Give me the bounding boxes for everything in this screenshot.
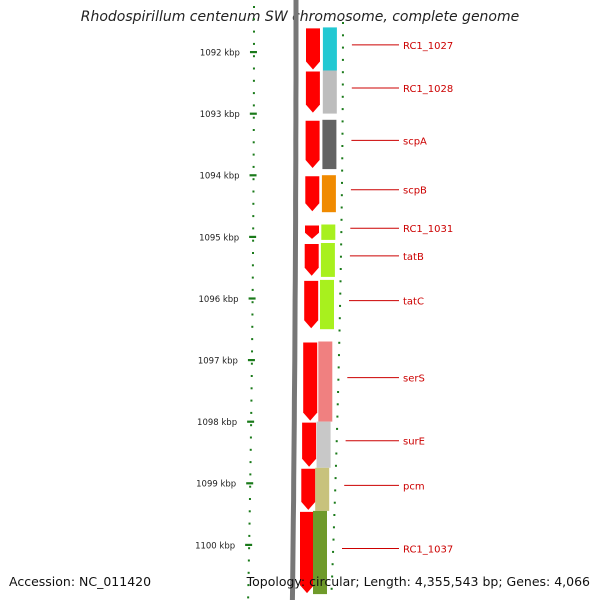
tick-label: 1100 kbp xyxy=(195,541,235,551)
tick-mark xyxy=(249,174,257,177)
gene-block xyxy=(322,70,337,114)
tick-label: 1093 kbp xyxy=(200,110,240,120)
cds-arrow xyxy=(304,244,319,276)
gene-label: RC1_1037 xyxy=(403,545,453,556)
tick-mark xyxy=(247,359,255,362)
cds-arrow xyxy=(306,28,320,70)
gene-label: RC1_1028 xyxy=(403,84,453,95)
tick-mark xyxy=(249,235,257,238)
map-title: Rhodospirillum centenum SW chromosome, c… xyxy=(80,9,520,25)
gene-label: pcm xyxy=(403,481,425,492)
cds-arrow xyxy=(305,176,320,212)
gene-block xyxy=(322,119,337,170)
gene-label: surE xyxy=(403,437,425,448)
tick-label: 1097 kbp xyxy=(198,357,238,367)
gene-label: scpA xyxy=(403,136,427,147)
cds-arrow xyxy=(302,422,317,467)
gene-label: tatC xyxy=(403,297,424,308)
topology-text: Topology: circular; Length: 4,355,543 bp… xyxy=(246,574,590,589)
cds-arrow xyxy=(305,71,320,113)
tick-label: 1092 kbp xyxy=(200,49,240,59)
tick-label: 1096 kbp xyxy=(199,295,239,305)
gene-label: RC1_1027 xyxy=(403,41,453,52)
inner-ruler xyxy=(330,22,344,590)
gene-label: RC1_1031 xyxy=(403,224,453,235)
tick-mark xyxy=(249,51,257,54)
gene-block xyxy=(318,341,333,422)
gene-label: tatB xyxy=(403,252,424,263)
tick-mark xyxy=(245,543,253,546)
gene-block xyxy=(321,224,336,240)
outer-ruler xyxy=(247,6,255,599)
gene-block xyxy=(313,510,327,595)
tick-mark xyxy=(247,420,255,423)
tick-mark xyxy=(249,112,257,115)
cds-arrow xyxy=(305,225,319,239)
tick-label: 1098 kbp xyxy=(197,418,237,428)
tick-label: 1099 kbp xyxy=(196,480,236,490)
gene-track xyxy=(313,27,337,595)
cds-track xyxy=(300,28,320,594)
cds-arrow xyxy=(305,120,320,168)
gene-block xyxy=(316,421,331,468)
cds-arrow xyxy=(303,342,318,421)
gene-block xyxy=(320,243,335,277)
tick-label: 1094 kbp xyxy=(199,172,239,182)
backbone-arc xyxy=(289,0,299,600)
cds-arrow xyxy=(304,280,319,329)
tick-mark xyxy=(246,482,254,485)
tick-label: 1095 kbp xyxy=(199,233,239,243)
gene-block xyxy=(320,279,334,330)
tick-labels: 1092 kbp 1093 kbp 1094 kbp 1095 kbp 1096 kbp… xyxy=(195,49,257,551)
gene-block xyxy=(315,467,330,511)
gene-label: scpB xyxy=(403,186,427,197)
gene-labels: RC1_1027 RC1_1028 scpA scpB RC1_1031 tatB tatC… xyxy=(342,41,453,556)
gene-block xyxy=(322,27,337,71)
gene-label: serS xyxy=(403,374,425,385)
gene-block xyxy=(321,175,336,213)
accession-text: Accession: NC_011420 xyxy=(9,574,152,589)
cds-arrow xyxy=(300,511,314,594)
cds-arrow xyxy=(301,468,316,510)
tick-mark xyxy=(248,297,256,300)
